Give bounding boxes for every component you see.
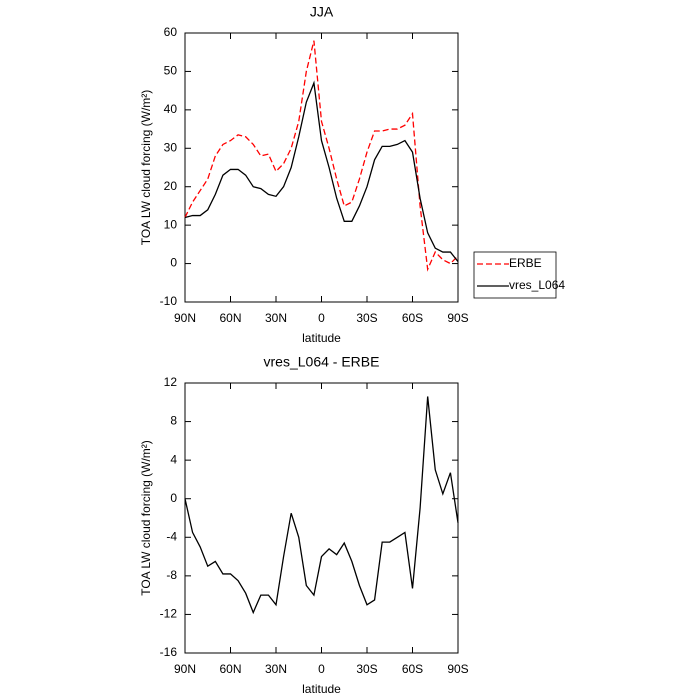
x-tick-label: 90N <box>174 311 196 325</box>
x-tick-label: 0 <box>318 311 325 325</box>
y-tick-label: 4 <box>170 452 177 466</box>
y-tick-label: 40 <box>164 102 178 116</box>
legend-box <box>473 251 557 299</box>
y-tick-label: -10 <box>160 294 178 308</box>
x-tick-label: 60N <box>219 311 241 325</box>
y-tick-label: 30 <box>164 140 178 154</box>
x-tick-label: 60N <box>219 662 241 676</box>
x-axis-label: latitude <box>302 331 341 345</box>
plot-frame <box>184 382 459 654</box>
x-axis-label: latitude <box>302 682 341 696</box>
y-tick-label: 20 <box>164 179 178 193</box>
y-tick-label: 0 <box>170 491 177 505</box>
x-tick-label: 30N <box>265 662 287 676</box>
y-tick-label: 8 <box>170 414 177 428</box>
x-tick-label: 30S <box>356 662 377 676</box>
chart-title: vres_L064 - ERBE <box>264 354 380 370</box>
data-line <box>184 80 459 263</box>
y-axis-label: TOA LW cloud forcing (W/m²) <box>139 440 153 596</box>
legend-label: ERBE <box>509 256 542 270</box>
y-tick-label: 60 <box>164 25 178 39</box>
chart-title: JJA <box>310 4 334 20</box>
x-tick-label: 0 <box>318 662 325 676</box>
x-tick-label: 30S <box>356 311 377 325</box>
x-tick-label: 90S <box>447 311 468 325</box>
y-tick-label: -16 <box>160 645 178 659</box>
x-tick-label: 60S <box>402 662 423 676</box>
data-line <box>184 396 459 615</box>
y-tick-label: -12 <box>160 607 178 621</box>
y-tick-label: 0 <box>170 256 177 270</box>
y-tick-label: 50 <box>164 64 178 78</box>
y-tick-label: 12 <box>164 375 178 389</box>
y-tick-label: 10 <box>164 217 178 231</box>
y-tick-label: -4 <box>166 529 177 543</box>
x-tick-label: 60S <box>402 311 423 325</box>
x-tick-label: 90S <box>447 662 468 676</box>
x-tick-label: 90N <box>174 662 196 676</box>
x-tick-label: 30N <box>265 311 287 325</box>
data-line <box>184 40 459 272</box>
y-tick-label: -8 <box>166 568 177 582</box>
legend-label: vres_L064 <box>509 278 565 292</box>
y-axis-label: TOA LW cloud forcing (W/m²) <box>139 90 153 246</box>
